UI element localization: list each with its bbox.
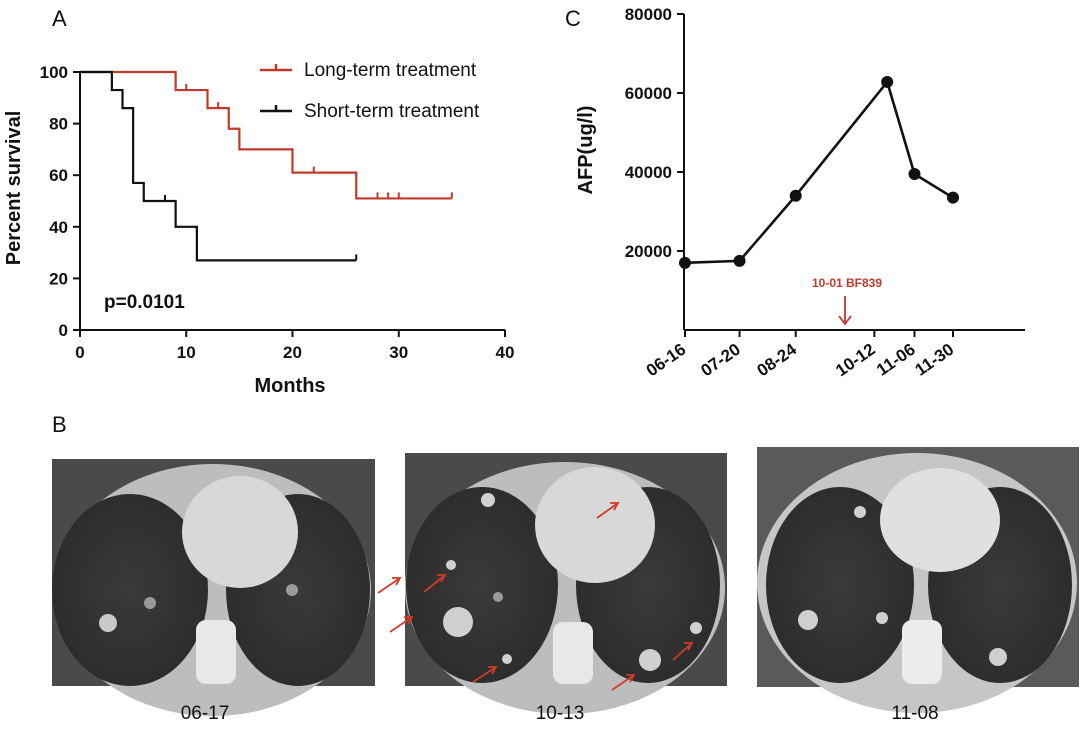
km-x-title: Months — [254, 375, 325, 397]
afp-point — [947, 191, 959, 204]
afp-point — [789, 189, 802, 202]
km-y-tick-label: 20 — [49, 269, 68, 288]
afp-point — [908, 167, 921, 180]
km-series-group — [80, 70, 453, 262]
panel-c-label: C — [565, 6, 581, 31]
km-y-tick-label: 80 — [49, 115, 68, 134]
legend-label-short: Short-term treatment — [304, 101, 480, 122]
afp-y-title: AFP(ug/l) — [575, 106, 597, 195]
km-y-tick-label: 0 — [59, 321, 68, 340]
afp-x-tick-label: 08-24 — [754, 339, 801, 380]
ct-image-06-17 — [52, 459, 375, 716]
km-x-tick-label: 10 — [177, 343, 196, 362]
ct-date-1: 06-17 — [181, 703, 230, 724]
km-chart: 0 20 40 60 80 100 0 10 20 30 40 Months Percent su… — [3, 60, 514, 397]
afp-point — [679, 256, 691, 269]
km-y-tick-label: 40 — [49, 218, 68, 237]
km-curve-long-term — [80, 70, 452, 200]
afp-y-ticks: 20000 40000 60000 80000 — [625, 5, 684, 261]
km-y-tick-label: 100 — [40, 63, 68, 82]
km-y-tick-label: 60 — [49, 166, 68, 185]
afp-series-group — [679, 75, 959, 269]
afp-point — [881, 75, 894, 88]
heart — [182, 476, 298, 588]
afp-line — [684, 79, 954, 265]
km-x-tick-label: 40 — [496, 343, 515, 362]
km-x-tick-label: 0 — [75, 343, 84, 362]
lesion-arrows — [377, 502, 694, 691]
km-x-tick-label: 30 — [389, 343, 408, 362]
afp-y-tick-label: 20000 — [625, 242, 672, 261]
bf839-annotation: 10-01 BF839 — [812, 276, 882, 290]
afp-point — [733, 254, 746, 267]
left-lung — [52, 494, 208, 686]
km-legend: Long-term treatment Short-term treatment — [260, 60, 480, 122]
afp-x-tick-label: 11-30 — [912, 340, 958, 380]
afp-x-tick-label: 11-06 — [873, 340, 919, 380]
afp-y-tick-label: 60000 — [625, 84, 672, 103]
p-value-annotation: p=0.0101 — [104, 292, 185, 313]
afp-chart: 20000 40000 60000 80000 06-16 07-20 08-24 10-1… — [575, 5, 1025, 380]
spine — [196, 620, 236, 684]
afp-x-tick-label: 06-16 — [643, 340, 690, 381]
km-x-tick-label: 20 — [283, 343, 302, 362]
ct-date-2: 10-13 — [536, 703, 585, 724]
afp-y-tick-label: 40000 — [625, 163, 672, 182]
legend-label-long: Long-term treatment — [304, 60, 477, 81]
nodule — [99, 614, 117, 632]
ct-image-11-08 — [757, 447, 1079, 713]
km-y-ticks: 0 20 40 60 80 100 — [40, 63, 80, 340]
ct-date-3: 11-08 — [891, 703, 938, 724]
ct-image-10-13 — [377, 453, 727, 714]
afp-x-tick-label: 07-20 — [697, 340, 744, 381]
afp-y-tick-label: 80000 — [625, 5, 672, 24]
km-curve-short-term — [80, 70, 357, 262]
afp-x-tick-label: 10-12 — [832, 340, 879, 381]
panel-a-label: A — [52, 6, 67, 31]
bf839-arrow — [838, 296, 852, 326]
panel-b-label: B — [52, 412, 67, 437]
km-x-ticks: 0 10 20 30 40 — [75, 330, 514, 362]
km-y-title: Percent survival — [3, 111, 25, 266]
